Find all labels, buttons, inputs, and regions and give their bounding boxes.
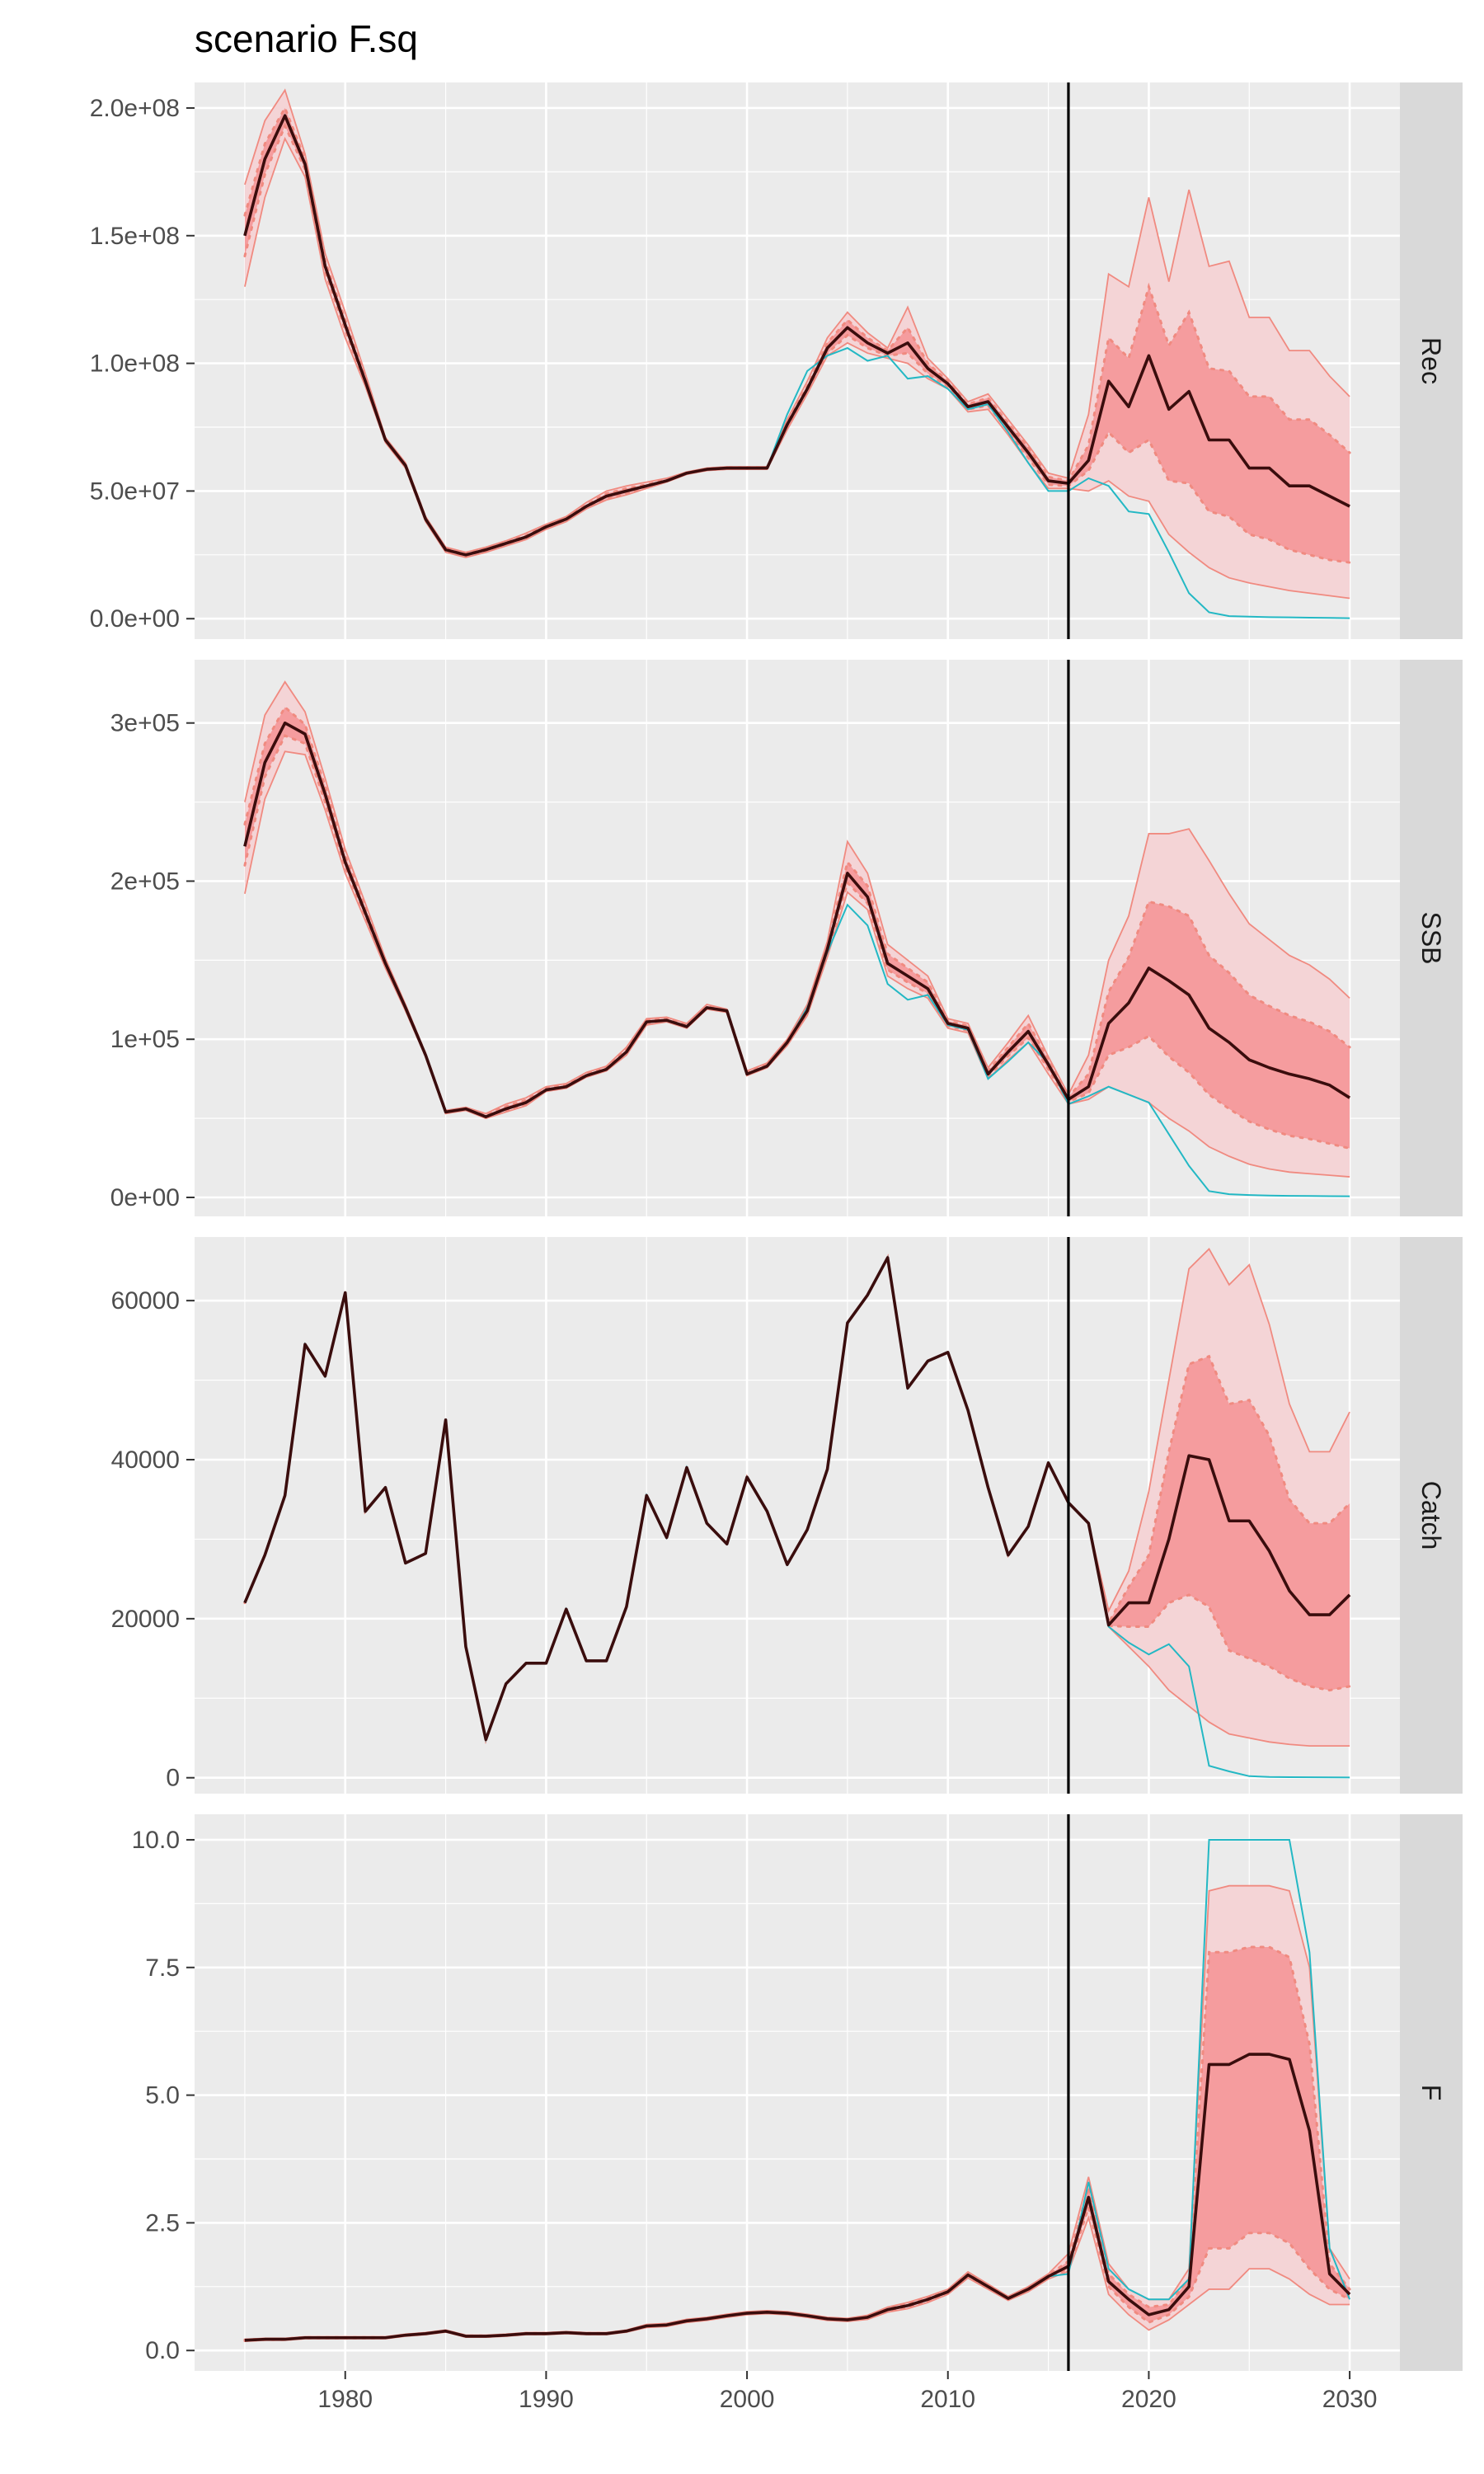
band-outer-ssb xyxy=(244,681,1350,1178)
x-tick-label: 1990 xyxy=(519,2386,574,2413)
facet-strip xyxy=(1400,82,1463,639)
facet-strip xyxy=(1400,660,1463,1216)
median-line-f xyxy=(244,2053,1351,2342)
median-line-catch xyxy=(243,1256,1351,1742)
y-tick-label: 2.5 xyxy=(145,2209,180,2236)
band-inner-rec xyxy=(244,107,1350,563)
y-tick-label: 20000 xyxy=(111,1606,180,1633)
y-tick-label: 1e+05 xyxy=(110,1026,180,1053)
x-tick-label: 2000 xyxy=(720,2386,775,2413)
panel-f: 0.0 2.5 5.0 7.5 10.0 F xyxy=(132,1814,1463,2371)
x-tick-label: 2030 xyxy=(1322,2386,1378,2413)
median-line-ssb xyxy=(243,721,1351,1118)
x-tick-label: 2010 xyxy=(920,2386,975,2413)
band-outer-catch xyxy=(244,1249,1350,1747)
panel-rec: 0.0e+00 5.0e+07 1.0e+08 1.5e+08 2.0e+08 Rec xyxy=(90,82,1463,639)
x-tick-label: 2020 xyxy=(1121,2386,1176,2413)
y-tick-label: 0.0e+00 xyxy=(90,605,180,633)
y-tick-label: 1.0e+08 xyxy=(90,350,180,378)
facet-strip-label: F xyxy=(1416,2085,1446,2101)
y-tick-label: 40000 xyxy=(111,1446,180,1474)
y-tick-label: 10.0 xyxy=(132,1827,180,1854)
facet-strip xyxy=(1400,1814,1463,2371)
facet-strip xyxy=(1400,1237,1463,1794)
inner-lower-dotted-ssb xyxy=(243,734,1351,1150)
y-tick-label: 60000 xyxy=(111,1287,180,1315)
band-outer-f xyxy=(244,1885,1350,2342)
panels-layer: 0.0e+00 5.0e+07 1.0e+08 1.5e+08 2.0e+08 Rec 0e… xyxy=(90,82,1463,2413)
chart-title: scenario F.sq xyxy=(195,17,418,60)
y-tick-label: 0.0 xyxy=(145,2337,180,2364)
band-inner-f xyxy=(244,1947,1350,2341)
y-tick-label: 0e+00 xyxy=(110,1184,180,1211)
y-tick-label: 2.0e+08 xyxy=(90,95,180,122)
median-line-rec xyxy=(243,114,1350,557)
y-tick-label: 7.5 xyxy=(145,1954,180,1982)
facet-strip-label: Rec xyxy=(1416,337,1446,384)
band-inner-ssb xyxy=(244,707,1350,1149)
facet-strip-label: SSB xyxy=(1416,911,1446,964)
y-tick-label: 3e+05 xyxy=(110,710,180,737)
facet-strip-label: Catch xyxy=(1416,1481,1446,1550)
panel-ssb: 0e+00 1e+05 2e+05 3e+05 SSB xyxy=(110,660,1463,1216)
y-tick-label: 5.0 xyxy=(145,2082,180,2109)
x-axis: 1980 1990 2000 2010 2020 2030 xyxy=(317,2371,1377,2413)
y-tick-label: 1.5e+08 xyxy=(90,223,180,250)
x-tick-label: 1980 xyxy=(317,2386,373,2413)
y-tick-label: 5.0e+07 xyxy=(90,477,180,505)
y-tick-label: 2e+05 xyxy=(110,868,180,895)
y-tick-label: 0 xyxy=(166,1765,180,1792)
panel-catch: 0 20000 40000 60000 Catch xyxy=(111,1237,1463,1794)
